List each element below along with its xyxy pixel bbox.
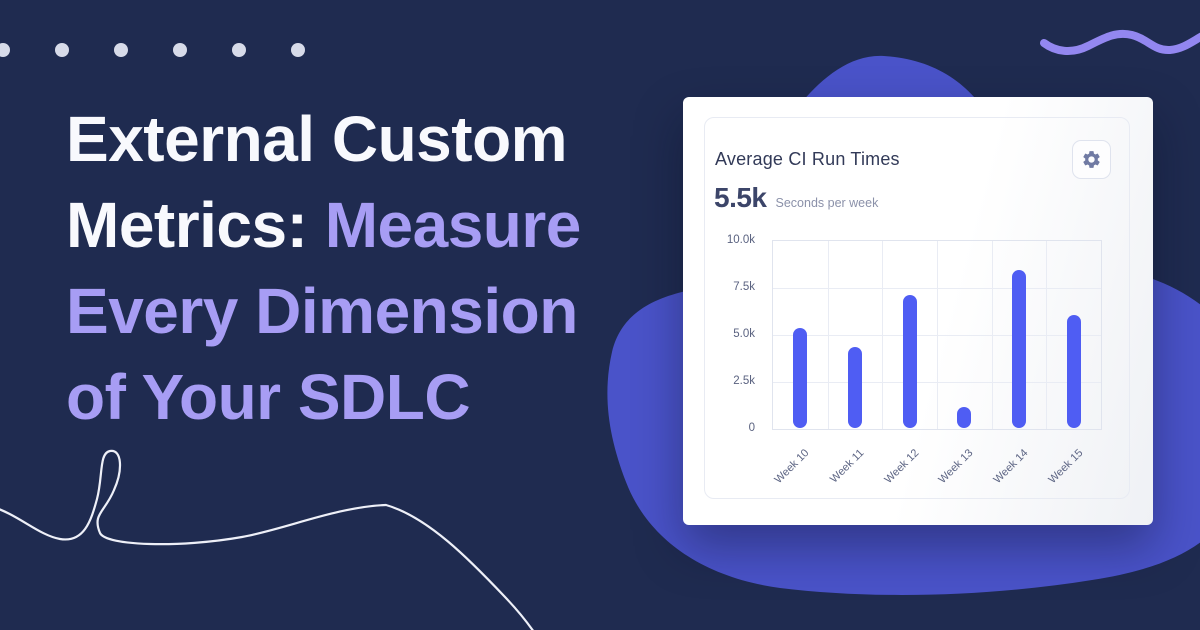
y-tick-label: 5.0k [733,328,755,340]
x-axis-labels: Week 10 Week 11 Week 12 Week 13 Week 14 Week … [772,437,1102,507]
bar-week-13 [957,407,972,428]
gear-icon [1083,150,1100,168]
dot [114,43,128,57]
metric-row: 5.5k Seconds per week [714,182,878,214]
y-tick-label: 0 [748,422,755,434]
loop-line-icon [0,449,534,630]
v-gridline [991,241,993,429]
metric-unit: Seconds per week [775,196,879,210]
bar-week-10 [793,328,808,428]
dot [0,43,10,57]
y-tick-label: 7.5k [733,281,755,293]
bar-week-14 [1012,270,1026,428]
x-tick-label: Week 15 [1046,447,1086,487]
v-gridline [1046,241,1048,429]
x-tick-label: Week 14 [991,447,1031,487]
headline-line-3: Every Dimension [66,275,578,347]
v-gridline [937,241,938,429]
y-tick-label: 10.0k [726,234,755,246]
headline-highlight: Measure [324,189,582,261]
x-tick-label: Week 11 [828,447,867,486]
dot [232,43,246,57]
headline-line-4: of Your SDLC [66,361,471,433]
headline-line-1: External Custom [66,103,568,175]
metric-card: Average CI Run Times 5.5k Seconds per we… [683,97,1153,525]
plot-area [772,240,1102,430]
v-gridline [882,241,884,429]
card-title: Average CI Run Times [715,148,900,169]
settings-button[interactable] [1072,139,1111,179]
x-tick-label: Week 13 [936,447,976,487]
dot [173,43,187,57]
metric-value: 5.5k [714,182,767,213]
y-axis-labels: 10.0k 7.5k 5.0k 2.5k 0 [693,234,755,434]
card-header: Average CI Run Times [715,139,1111,179]
dot [291,43,305,57]
wavy-line-icon [1040,29,1200,55]
y-tick-label: 2.5k [733,375,755,387]
x-tick-label: Week 12 [882,447,922,487]
dot [55,43,69,57]
dot-pattern [0,43,305,57]
v-gridline [827,241,829,429]
bar-week-15 [1066,315,1081,428]
x-tick-label: Week 10 [772,447,812,487]
headline-line-2: Metrics: Measure [66,189,582,261]
page-title: External Custom Metrics: Measure Every D… [66,96,581,440]
card-inner-frame [704,117,1130,499]
bar-week-11 [848,347,862,428]
bar-week-12 [902,294,917,428]
